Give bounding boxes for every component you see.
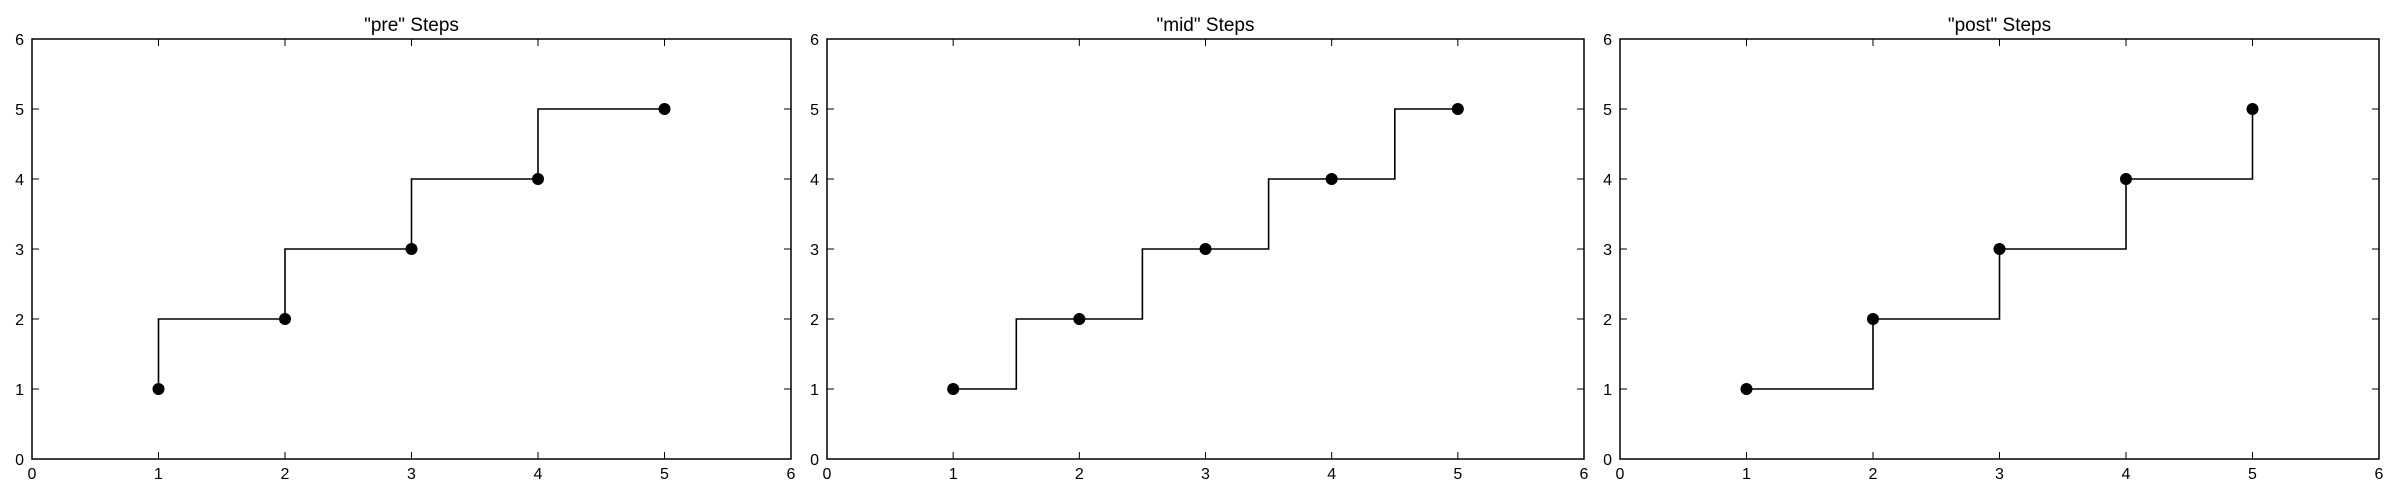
chart-title: "post" Steps bbox=[1948, 15, 2051, 36]
data-point-marker bbox=[947, 383, 960, 395]
y-tick-label: 0 bbox=[1603, 452, 1612, 469]
data-point-marker bbox=[1867, 313, 1879, 325]
x-tick-label: 5 bbox=[2248, 466, 2257, 483]
y-tick-label: 3 bbox=[1603, 242, 1612, 259]
y-tick-label: 1 bbox=[1603, 382, 1612, 399]
x-tick-label: 5 bbox=[1453, 466, 1462, 483]
y-tick-label: 5 bbox=[1603, 102, 1612, 119]
x-tick-label: 4 bbox=[534, 466, 543, 483]
y-tick-label: 4 bbox=[1603, 172, 1612, 189]
x-tick-label: 2 bbox=[281, 466, 290, 483]
x-tick-label: 1 bbox=[154, 466, 163, 483]
data-point-marker bbox=[1451, 103, 1464, 115]
x-tick-label: 3 bbox=[1995, 466, 2004, 483]
x-tick-label: 6 bbox=[787, 466, 796, 483]
y-tick-label: 0 bbox=[810, 452, 819, 469]
chart-title: "mid" Steps bbox=[1157, 15, 1255, 36]
y-tick-label: 4 bbox=[15, 172, 24, 189]
y-tick-label: 6 bbox=[15, 32, 24, 49]
data-point-marker bbox=[532, 173, 544, 185]
chart-panel-mid: "mid" Steps 0 1 2 3 4 5 6 0 1 2 3 4 5 6 bbox=[810, 15, 1588, 483]
data-point-marker bbox=[405, 243, 418, 255]
y-tick-label: 1 bbox=[15, 382, 24, 399]
data-point-marker bbox=[2120, 173, 2132, 185]
x-tick-label: 0 bbox=[823, 466, 832, 483]
x-tick-label: 1 bbox=[1742, 466, 1751, 483]
y-tick-label: 5 bbox=[15, 102, 24, 119]
x-tick-label: 6 bbox=[1580, 466, 1589, 483]
data-point-marker bbox=[1073, 313, 1086, 325]
y-tick-label: 2 bbox=[1603, 312, 1612, 329]
x-tick-label: 3 bbox=[1201, 466, 1210, 483]
y-tick-label: 6 bbox=[810, 32, 819, 49]
y-tick-label: 2 bbox=[15, 312, 24, 329]
data-point-marker bbox=[1325, 173, 1338, 185]
y-tick-label: 6 bbox=[1603, 32, 1612, 49]
chart-title: "pre" Steps bbox=[364, 15, 459, 36]
y-tick-label: 4 bbox=[810, 172, 819, 189]
data-point-marker bbox=[1993, 243, 2006, 255]
x-tick-label: 0 bbox=[1616, 466, 1625, 483]
chart-panel-post: "post" Steps 0 1 2 3 4 5 6 0 1 2 3 4 5 6 bbox=[1603, 15, 2383, 483]
data-point-marker bbox=[152, 383, 165, 395]
data-point-marker bbox=[279, 313, 291, 325]
data-point-marker bbox=[1740, 383, 1753, 395]
y-tick-label: 5 bbox=[810, 102, 819, 119]
y-tick-label: 3 bbox=[15, 242, 24, 259]
x-tick-label: 6 bbox=[2375, 466, 2384, 483]
data-point-marker bbox=[658, 103, 671, 115]
y-tick-label: 1 bbox=[810, 382, 819, 399]
x-tick-label: 2 bbox=[1869, 466, 1878, 483]
data-point-marker bbox=[2246, 103, 2259, 115]
y-tick-label: 3 bbox=[810, 242, 819, 259]
y-tick-label: 2 bbox=[810, 312, 819, 329]
data-point-marker bbox=[1199, 243, 1212, 255]
x-tick-label: 1 bbox=[949, 466, 958, 483]
x-tick-label: 4 bbox=[1327, 466, 1336, 483]
x-tick-label: 0 bbox=[28, 466, 37, 483]
x-tick-label: 3 bbox=[407, 466, 416, 483]
x-tick-label: 4 bbox=[2122, 466, 2131, 483]
x-tick-label: 5 bbox=[660, 466, 669, 483]
chart-panel-pre: "pre" Steps 0 1 2 3 4 5 6 0 1 2 3 4 5 6 bbox=[15, 15, 795, 483]
x-tick-label: 2 bbox=[1075, 466, 1084, 483]
y-tick-label: 0 bbox=[15, 452, 24, 469]
